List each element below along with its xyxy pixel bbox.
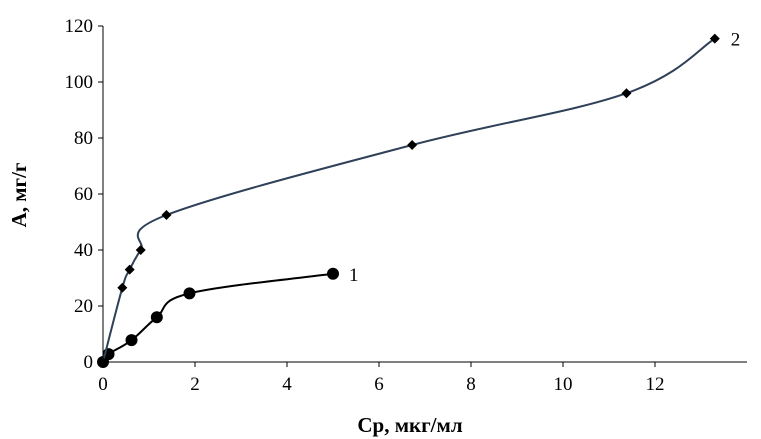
series-2-point [98,357,108,367]
series-layer: 12 [97,30,740,368]
y-axis-label: А, мг/г [7,163,31,228]
y-tick-label: 0 [84,352,94,373]
series-2-point [135,245,146,255]
series-2-point [621,88,632,99]
y-tick-label: 60 [74,184,93,205]
series-2-label: 2 [731,30,741,51]
series-2: 2 [98,30,740,367]
x-ticks: 0 2 4 6 8 10 12 [98,362,665,395]
x-tick-label: 4 [282,374,292,395]
y-tick-label: 80 [74,128,93,149]
series-2-point [709,33,720,44]
x-tick-label: 6 [374,374,384,395]
x-tick-label: 12 [646,374,665,395]
series-1-point [327,267,339,280]
series-2-point [407,140,418,150]
x-tick-label: 8 [466,374,476,395]
y-tick-label: 100 [65,72,94,93]
y-tick-label: 120 [65,16,94,37]
series-2-point [161,210,172,220]
y-ticks: 0 20 40 60 80 100 120 [65,16,103,373]
x-tick-label: 2 [190,374,200,395]
series-1-point [125,334,138,347]
series-2-point [124,264,135,275]
series-2-line [102,37,716,363]
x-axis-label: Ср, мкг/мл [357,413,462,437]
series-1-point [150,311,163,324]
series-1-label: 1 [349,265,359,286]
series-1: 1 [97,265,359,368]
series-2-point [117,282,128,293]
y-tick-label: 20 [74,296,93,317]
axes [102,26,747,363]
y-tick-label: 40 [74,240,93,261]
series-1-line [102,272,334,363]
x-tick-label: 0 [98,374,108,395]
x-tick-label: 10 [554,374,573,395]
series-1-point [183,287,196,300]
